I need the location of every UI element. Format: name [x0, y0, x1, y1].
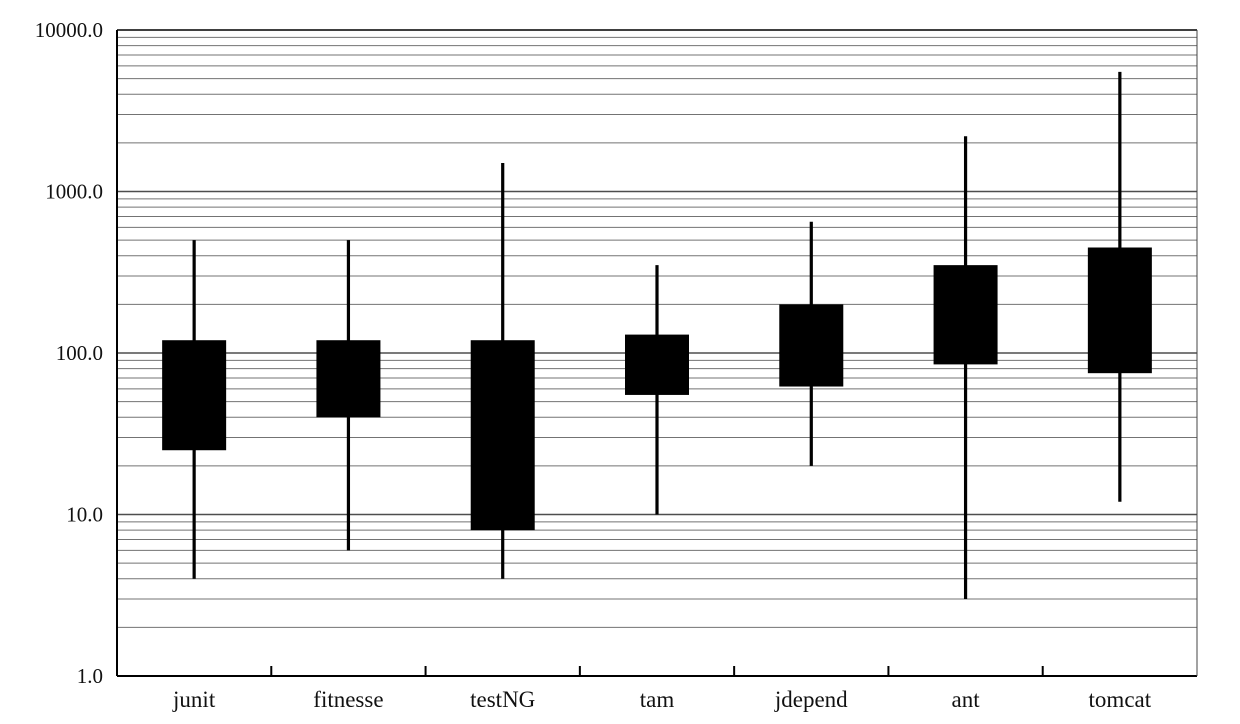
box-tam: [625, 265, 689, 515]
box-testNG: [470, 163, 535, 579]
category-label: junit: [172, 687, 216, 712]
x-axis-category-labels: junit fitnesse testNG tam jdepend ant tomcat: [172, 687, 1152, 712]
box-ant: [933, 136, 998, 599]
iqr-box: [779, 304, 844, 387]
boxes: [162, 71, 1152, 599]
category-label: jdepend: [774, 687, 848, 712]
box-junit: [162, 240, 227, 579]
iqr-box: [316, 340, 381, 418]
y-tick-label: 1000.0: [45, 180, 103, 204]
x-axis-ticks: [270, 666, 1044, 676]
box-fitnesse: [316, 240, 381, 551]
box-tomcat: [1087, 71, 1152, 502]
box-jdepend: [779, 221, 844, 466]
iqr-box: [470, 340, 535, 531]
iqr-box: [1087, 247, 1152, 374]
y-tick-label: 10000.0: [35, 18, 103, 42]
y-tick-label: 100.0: [56, 341, 103, 365]
y-axis-tick-labels: 1.0 10.0 100.0 1000.0 10000.0: [35, 18, 103, 688]
y-tick-label: 1.0: [77, 664, 103, 688]
iqr-box: [162, 340, 227, 451]
iqr-box: [625, 334, 689, 395]
category-label: testNG: [470, 687, 535, 712]
category-label: tam: [640, 687, 675, 712]
category-label: tomcat: [1089, 687, 1152, 712]
y-tick-label: 10.0: [66, 503, 103, 527]
category-label: ant: [952, 687, 981, 712]
category-label: fitnesse: [313, 687, 383, 712]
iqr-box: [933, 265, 998, 365]
axes: [116, 30, 1198, 677]
